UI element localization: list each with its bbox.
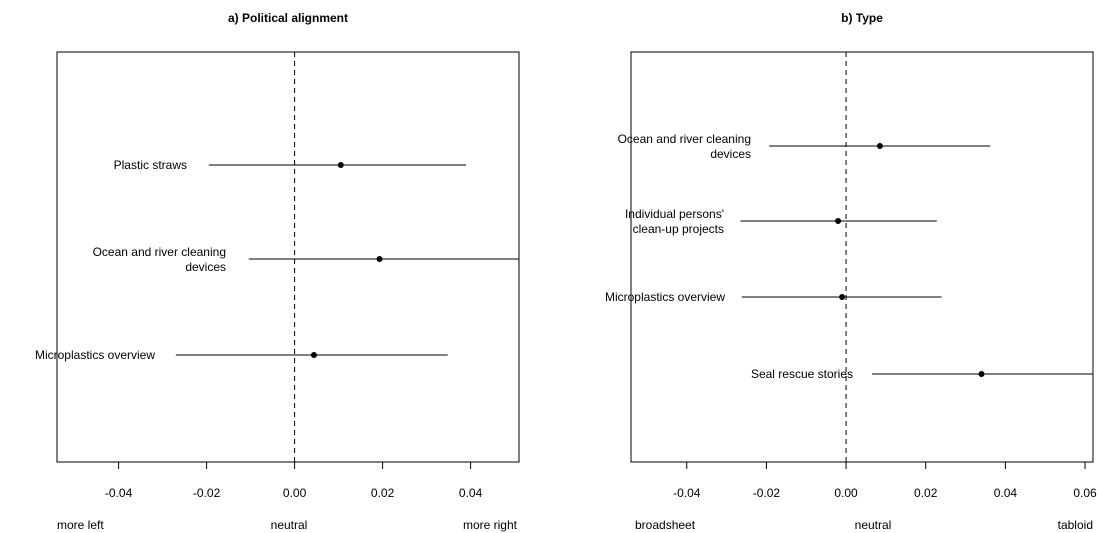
item-label: Ocean and river cleaning devices [93,245,226,274]
x-annotation-right: more right [463,518,518,532]
point-estimate [839,294,846,300]
plot-frame [630,51,1094,463]
x-annotation-right: tabloid [1058,518,1093,532]
x-tick-label: 0.04 [459,486,483,500]
x-tick-label: -0.02 [193,486,221,500]
plot-frame [56,51,520,463]
x-tick-label: 0.00 [834,486,858,500]
item-label: Seal rescue stories [751,367,853,381]
x-tick-label: 0.00 [283,486,307,500]
item-label: Microplastics overview [35,348,155,362]
point-estimate [978,371,985,377]
x-tick-label: 0.02 [371,486,395,500]
point-estimate [337,162,344,168]
item-label: Plastic straws [114,158,187,172]
x-annotation-center: neutral [271,518,308,532]
x-tick-label: -0.04 [105,486,133,500]
panel-political-alignment: a) Political alignment Plastic straws Oce… [35,11,520,532]
x-tick-label: 0.06 [1073,486,1097,500]
panel-type: b) Type Ocean and river cleaning devices I… [605,11,1097,532]
x-annotation-left: more left [57,518,104,532]
point-estimate [310,352,317,358]
chart-title: a) Political alignment [228,11,348,25]
x-annotation-center: neutral [855,518,892,532]
point-estimate [835,218,842,224]
chart-title: b) Type [841,11,883,25]
item-label: Individual persons' clean-up projects [625,207,724,236]
x-tick-label: 0.04 [994,486,1018,500]
x-tick-label: -0.02 [753,486,781,500]
point-estimate [376,256,383,262]
item-label: Microplastics overview [605,290,725,304]
x-tick-label: -0.04 [673,486,701,500]
item-label: Ocean and river cleaning devices [618,132,751,161]
x-tick-label: 0.02 [914,486,938,500]
point-estimate [876,143,883,149]
x-annotation-left: broadsheet [635,518,696,532]
